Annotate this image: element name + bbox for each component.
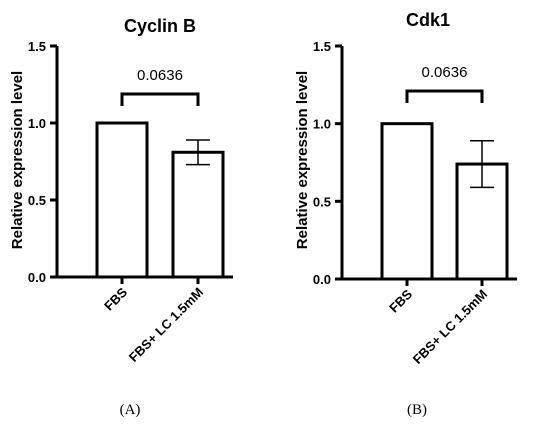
y-tick-label: 1.5 [28, 39, 46, 54]
x-category-label: FBS+ LC 1.5mM [126, 285, 206, 365]
y-tick-label: 1.0 [313, 117, 331, 132]
y-tick-label: 0.0 [28, 270, 46, 285]
chart-title: Cdk1 [406, 10, 450, 30]
significance-bracket [405, 89, 484, 103]
x-category-label: FBS [386, 286, 415, 315]
y-axis-label: Relative expression level [9, 71, 26, 249]
y-tick-label: 1.5 [313, 39, 331, 54]
bar [171, 150, 225, 279]
panel-label: (B) [407, 402, 427, 418]
y-tick-label: 1.0 [28, 116, 46, 131]
y-tick-label: 0.0 [313, 272, 331, 287]
x-category-label: FBS [101, 284, 130, 313]
chart-panel-a: Cyclin B Relative expression level 0.0 0.5 1… [9, 16, 233, 418]
bar [95, 121, 149, 279]
bar [380, 122, 434, 281]
chart-panel-b: Cdk1 Relative expression level 0.0 0.5 1.0 1.… [294, 10, 517, 418]
p-value-label: 0.0636 [137, 67, 183, 84]
significance-bracket [120, 92, 200, 106]
p-value-label: 0.0636 [422, 64, 468, 81]
y-tick-label: 0.5 [28, 193, 46, 208]
panel-label: (A) [120, 402, 141, 418]
y-tick-label: 0.5 [313, 194, 331, 209]
y-axis-label: Relative expression level [294, 71, 311, 249]
x-category-label: FBS+ LC 1.5mM [410, 287, 490, 367]
chart-title: Cyclin B [124, 16, 196, 36]
